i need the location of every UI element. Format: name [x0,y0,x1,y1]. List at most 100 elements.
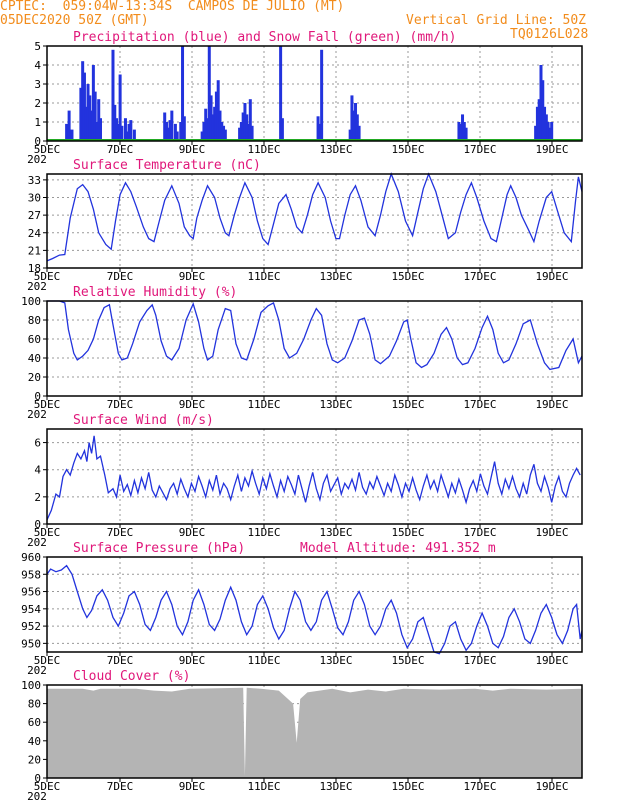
y-tick-label: 956 [21,586,41,599]
x-tick-label: 11DEC [247,526,280,539]
precip-bar [462,122,466,141]
y-tick-label: 21 [28,244,41,257]
precip-bar [548,127,552,141]
y-tick-label: 20 [28,753,41,766]
precip-bar [354,103,358,141]
x-tick-label: 11DEC [247,654,280,667]
precip-bar [129,120,133,141]
y-tick-label: 40 [28,352,41,365]
y-tick-label: 954 [21,603,41,616]
precip-bar [238,127,242,141]
precip-bar [220,122,224,141]
x-tick-label: 9DEC [179,526,206,539]
x-tick-label: 9DEC [179,654,206,667]
x-tick-label: 17DEC [463,143,496,156]
y-tick-label: 1 [34,116,41,129]
precip-bar [539,65,543,141]
y-tick-label: 24 [28,227,42,240]
precip-bar [84,106,88,141]
precip-bar [93,91,97,141]
precip-bar [206,118,209,141]
header-date: 05DEC2020 50Z (GMT) [0,13,149,28]
y-tick-label: 0 [34,772,41,785]
x-tick-label: 15DEC [391,780,424,793]
y-tick-label: 3 [34,78,41,91]
x-tick-label: 17DEC [463,398,496,411]
precip-bar [535,106,539,141]
y-tick-label: 0 [34,518,41,531]
y-tick-label: 0 [34,135,41,148]
precip-bar [88,95,92,141]
precip-bar [99,118,102,141]
x-tick-label: 13DEC [319,270,352,283]
y-tick-label: 6 [34,437,41,450]
precip-bar [202,122,206,141]
precip-bar [459,123,463,141]
y-tick-label: 2 [34,97,41,110]
precip-bar [222,125,226,141]
precip-bar [355,114,359,141]
cloud-cover-area [47,687,582,778]
precip-bar [90,110,94,141]
panel-title: Precipitation (blue) and Snow Fall (gree… [73,30,457,45]
precip-bar [86,84,90,141]
x-tick-label: 11DEC [247,398,280,411]
panel-title: Surface Pressure (hPa) [73,541,245,556]
year-label: 202 [27,536,47,549]
y-tick-label: 952 [21,620,41,633]
panel-title: Surface Wind (m/s) [73,413,214,428]
y-tick-label: 80 [28,314,41,327]
x-tick-label: 19DEC [535,654,568,667]
plot-frame [46,684,583,779]
precip-bar [182,116,186,141]
x-tick-label: 19DEC [535,780,568,793]
x-tick-label: 7DEC [107,526,134,539]
x-tick-label: 13DEC [319,143,352,156]
precip-bar [175,131,179,141]
panel-title: Surface Temperature (nC) [73,158,261,173]
series-line [47,300,583,371]
panel-title: Relative Humidity (%) [73,285,237,300]
y-tick-label: 0 [34,390,41,403]
x-tick-label: 5DEC [34,270,61,283]
precip-bar [173,123,177,141]
precip-bar [166,127,170,141]
year-label: 202 [27,408,47,421]
precip-bar [116,123,120,141]
x-tick-label: 7DEC [107,143,134,156]
year-label: 202 [27,664,47,677]
header-line1: CPTEC: 059:04W-13:34S CAMPOS DE JULIO (M… [0,0,345,14]
series-line [46,564,583,655]
x-tick-label: 15DEC [391,270,424,283]
x-tick-label: 5DEC [34,526,61,539]
precip-bar [125,131,129,141]
plot-frame [46,556,583,653]
x-tick-label: 9DEC [179,780,206,793]
precip-bar [546,122,550,141]
x-tick-label: 17DEC [463,780,496,793]
x-tick-label: 9DEC [179,143,206,156]
precip-bar [211,114,215,141]
precip-bar [118,74,122,141]
plot-frame [46,428,583,525]
x-tick-label: 15DEC [391,526,424,539]
precip-bar [82,72,86,141]
precip-bar [461,114,465,141]
precip-bar [241,112,245,141]
x-tick-label: 17DEC [463,526,496,539]
series-line [46,172,583,262]
precip-bar [550,122,554,141]
y-tick-label: 33 [28,174,41,187]
x-tick-label: 9DEC [179,398,206,411]
precip-bar [123,118,127,141]
precip-bar [223,129,227,141]
precip-bar [464,127,468,141]
precip-bar [280,118,284,141]
x-tick-label: 19DEC [535,398,568,411]
precip-bar [67,110,71,141]
precip-bar [179,122,183,141]
x-tick-label: 7DEC [107,398,134,411]
y-tick-label: 958 [21,568,41,581]
x-tick-label: 17DEC [463,654,496,667]
plot-frame [46,300,583,397]
